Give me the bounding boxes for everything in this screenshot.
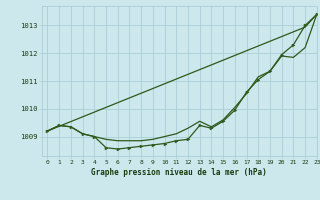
X-axis label: Graphe pression niveau de la mer (hPa): Graphe pression niveau de la mer (hPa) — [91, 168, 267, 177]
